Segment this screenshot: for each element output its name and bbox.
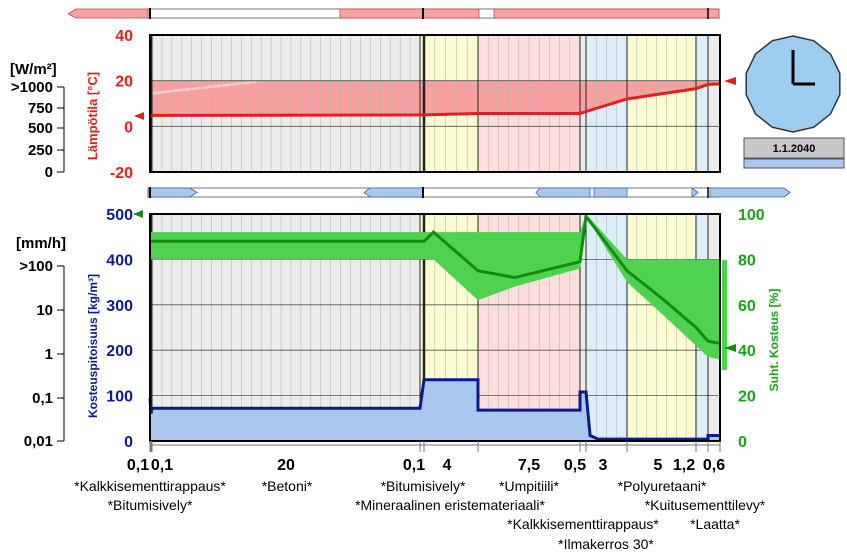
layer-label-kalkkisementtirappaus-1: *Kalkkisementtirappaus*	[74, 478, 226, 494]
layer-label-betoni: *Betoni*	[262, 478, 313, 494]
temp-tick-label: 20	[115, 74, 133, 91]
date-label: 1.1.2040	[773, 143, 816, 155]
temp-tick-label: 0	[124, 119, 133, 136]
moisture-content-fill	[150, 379, 720, 441]
x-axis: 0,1 0,1 20 0,1 4 7,5 0,5 3 5 1,2 0,6	[127, 441, 725, 474]
temperature-band-streak	[150, 80, 257, 95]
layer-label-bitumisively-2: *Bitumisively*	[381, 478, 466, 494]
moisture-tick-label: 0	[124, 434, 133, 451]
moisture-tick-label: 400	[106, 252, 133, 269]
flux-tick-label: 0	[45, 164, 53, 181]
layer-thickness-label: 0,1	[127, 457, 149, 474]
layer-thickness-label: 0,1	[403, 457, 425, 474]
layer-label-bitumisively-1: *Bitumisively*	[108, 497, 193, 513]
moisture-tick-label: 100	[106, 389, 133, 406]
flux-axis-title: [W/m²]	[10, 61, 57, 78]
layer-label-ilmakerros: *Ilmakerros 30*	[558, 536, 654, 552]
layer-thickness-label: 0,1	[151, 457, 173, 474]
flux-tick-label: >1000	[11, 79, 53, 96]
layer-background	[696, 35, 708, 172]
moisture-flux-tick-label: >100	[19, 258, 53, 275]
flux-tick-label: 250	[28, 142, 53, 159]
temperature-profile-line	[149, 82, 721, 117]
rh-tick-label: 100	[738, 207, 765, 224]
moisture-axis-label: Kosteuspitoisuus [kg/m³]	[86, 274, 100, 418]
layer-thickness-label: 7,5	[518, 457, 540, 474]
layer-background	[580, 214, 586, 441]
moisture-flux-strip	[147, 187, 791, 198]
flux-tick-label: 500	[28, 120, 53, 137]
rh-left-marker	[133, 210, 143, 218]
temp-tick-label: -20	[110, 165, 133, 182]
layer-thickness-label: 5	[654, 457, 663, 474]
temperature-panel: 40 20 0 -20 Lämpötila [°C]	[85, 28, 736, 182]
moisture-flux-tick-label: 1	[45, 346, 53, 363]
layer-background	[708, 35, 720, 172]
temp-axis-label: Lämpötila [°C]	[85, 72, 100, 160]
layer-label-laatta: *Laatta*	[690, 516, 740, 532]
rh-tick-label: 0	[738, 434, 747, 451]
flux-tick-label: 750	[28, 100, 53, 117]
layer-thickness-label: 4	[443, 457, 452, 474]
clock-widget: 1.1.2040	[743, 35, 845, 169]
rh-tick-label: 60	[738, 298, 756, 315]
moisture-flux-tick-label: 10	[36, 302, 53, 319]
temp-tick-label: 40	[115, 28, 133, 45]
temp-left-marker	[134, 112, 144, 120]
moisture-flux-title: [mm/h]	[16, 235, 66, 252]
date-box	[743, 137, 845, 159]
rh-axis-label: Suht. Kosteus [%]	[767, 289, 781, 392]
layer-thickness-label: 3	[599, 457, 608, 474]
layer-thickness-label: 0,6	[703, 457, 725, 474]
relative-humidity-band	[150, 214, 720, 360]
rh-right-marker	[724, 344, 736, 352]
layer-background	[627, 35, 696, 172]
moisture-tick-label: 200	[106, 343, 133, 360]
heat-flux-axis: [W/m²] >1000 750 500 250 0	[10, 61, 65, 181]
rh-tick-label: 80	[738, 252, 756, 269]
layer-thickness-label: 1,2	[673, 457, 695, 474]
temperature-flux-strip	[67, 8, 720, 19]
rh-right-band	[722, 260, 727, 370]
moisture-tick-label: 500	[106, 207, 133, 224]
layer-background	[420, 214, 424, 441]
moisture-content-line	[148, 378, 720, 441]
layer-thickness-label: 0,5	[564, 457, 586, 474]
moisture-flux-tick-label: 0,1	[32, 390, 53, 407]
moisture-tick-label: 300	[106, 298, 133, 315]
layer-label-mineraalinen: *Mineraalinen eristemateriaali*	[355, 497, 545, 513]
layer-label-umpitiili: *Umpitiili*	[499, 478, 559, 494]
layer-label-kuitusementtilevy: *Kuitusementtilevy*	[645, 497, 766, 513]
layer-thickness-label: 20	[277, 457, 295, 474]
rh-tick-label: 20	[738, 389, 756, 406]
rh-tick-label: 40	[738, 343, 756, 360]
moisture-flux-tick-label: 0,01	[24, 433, 53, 450]
moisture-flux-axis: [mm/h] >100 10 1 0,1 0,01	[16, 235, 66, 450]
layer-label-kalkkisementtirappaus-2: *Kalkkisementtirappaus*	[507, 516, 659, 532]
layer-label-polyuretaani: *Polyuretaani*	[618, 478, 707, 494]
relative-humidity-line	[150, 212, 721, 345]
temp-right-marker	[724, 77, 736, 85]
date-progress-bar	[743, 158, 845, 169]
layer-labels: *Kalkkisementtirappaus* *Betoni* *Bitumi…	[74, 478, 766, 552]
